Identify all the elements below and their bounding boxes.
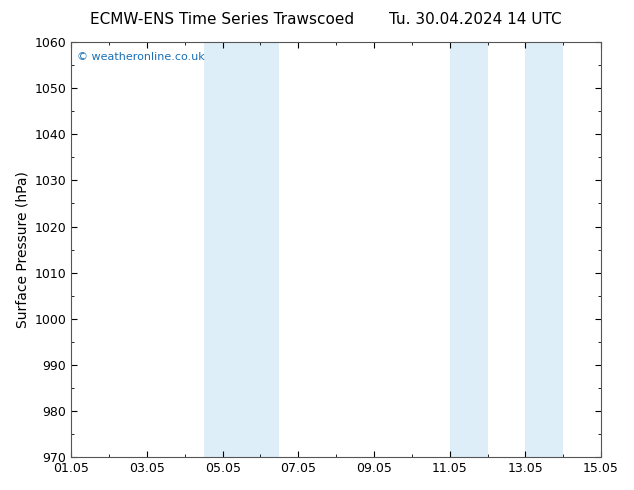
Text: © weatheronline.co.uk: © weatheronline.co.uk	[77, 52, 204, 62]
Y-axis label: Surface Pressure (hPa): Surface Pressure (hPa)	[15, 171, 29, 328]
Text: ECMW-ENS Time Series Trawscoed: ECMW-ENS Time Series Trawscoed	[90, 12, 354, 27]
Bar	[242, 42, 280, 457]
Bar	[204, 42, 242, 457]
Bar	[450, 42, 488, 457]
Text: Tu. 30.04.2024 14 UTC: Tu. 30.04.2024 14 UTC	[389, 12, 562, 27]
Bar	[526, 42, 563, 457]
